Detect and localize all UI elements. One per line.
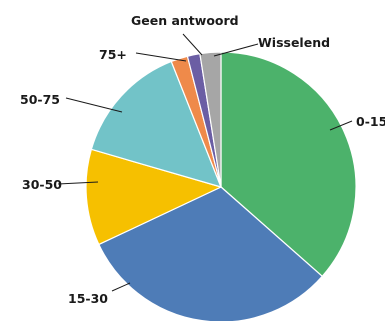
leader-line-wisselend [213, 43, 259, 57]
leader-line-0-15 [329, 120, 353, 131]
leader-line-geen-antwoord [182, 33, 203, 56]
pie-slice-wisselend [199, 51, 222, 188]
slice-label-15-30: 15-30 [68, 291, 108, 306]
label-leader-lines [57, 33, 353, 292]
slice-label-wisselend: Wisselend [258, 35, 330, 50]
slice-label-75: 75+ [99, 47, 127, 62]
leader-line-15-30 [111, 282, 131, 292]
pie-slices [85, 51, 357, 321]
pie-slice-50-75 [90, 60, 222, 188]
leader-line-50-75 [65, 97, 123, 113]
pie-slice-30-50 [85, 148, 222, 246]
slice-label-50-75: 50-75 [20, 92, 60, 107]
slice-label-geen-antwoord: Geen antwoord [131, 13, 239, 28]
pie-slice-0-15 [220, 51, 357, 277]
leader-line-30-50 [57, 181, 99, 185]
slice-label-0-15: 0-15 [356, 114, 385, 129]
slice-label-30-50: 30-50 [22, 177, 62, 192]
leader-line-75 [135, 52, 187, 62]
slice-labels: 0-15 15-30 30-50 50-75 75+ Geen antwoord Wisse… [20, 13, 385, 306]
